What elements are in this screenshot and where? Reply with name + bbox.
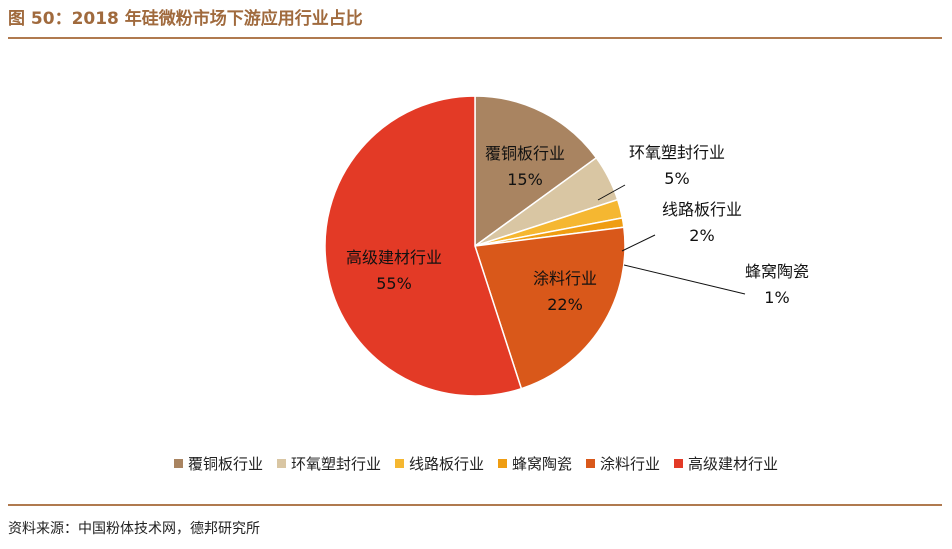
legend-label: 高级建材行业 bbox=[688, 455, 779, 473]
chart-title: 图 50：2018 年硅微粉市场下游应用行业占比 bbox=[8, 9, 363, 29]
legend-label: 覆铜板行业 bbox=[187, 455, 263, 473]
slice-category-label: 覆铜板行业 bbox=[485, 144, 565, 163]
legend-item: 线路板行业 bbox=[394, 453, 484, 474]
legend-item: 蜂窝陶瓷 bbox=[498, 453, 572, 474]
slice-value-label: 1% bbox=[764, 288, 789, 307]
slice-category-label: 涂料行业 bbox=[533, 269, 597, 288]
leader-line bbox=[623, 264, 746, 295]
legend-item: 覆铜板行业 bbox=[173, 453, 263, 474]
leader-lines bbox=[597, 184, 746, 295]
legend-label: 线路板行业 bbox=[408, 455, 484, 473]
slice-value-label: 55% bbox=[376, 274, 412, 293]
source-note: 资料来源：中国粉体技术网，德邦研究所 bbox=[8, 521, 260, 537]
slice-value-label: 15% bbox=[507, 170, 543, 189]
legend-item: 环氧塑封行业 bbox=[276, 453, 381, 474]
leader-line bbox=[597, 184, 626, 201]
pie-slice bbox=[474, 95, 598, 248]
slice-value-label: 2% bbox=[689, 226, 714, 245]
slice-value-label: 22% bbox=[547, 295, 583, 314]
pie-slices bbox=[324, 95, 626, 397]
legend-label: 蜂窝陶瓷 bbox=[512, 455, 573, 473]
slice-category-label: 线路板行业 bbox=[662, 200, 742, 219]
legend-item: 高级建材行业 bbox=[674, 453, 778, 474]
slice-category-label: 高级建材行业 bbox=[346, 248, 442, 267]
pie-slice bbox=[324, 95, 523, 397]
pie-chart: 覆铜板行业 15% 环氧塑封行业 5% 线路板行业 2% 蜂窝陶瓷 1% 涂料行业 22% 高级建材… bbox=[324, 95, 809, 397]
legend-swatch bbox=[173, 459, 183, 468]
legend-swatch bbox=[674, 459, 684, 468]
footer-divider bbox=[8, 504, 942, 506]
legend-swatch bbox=[276, 459, 286, 468]
legend-label: 环氧塑封行业 bbox=[290, 455, 381, 473]
legend-label: 涂料行业 bbox=[600, 455, 661, 473]
slice-labels: 覆铜板行业 15% 环氧塑封行业 5% 线路板行业 2% 蜂窝陶瓷 1% 涂料行业 22% 高级建材… bbox=[346, 143, 809, 314]
slice-category-label: 蜂窝陶瓷 bbox=[745, 262, 809, 281]
legend-item: 涂料行业 bbox=[586, 453, 660, 474]
legend-swatch bbox=[394, 459, 404, 468]
slice-value-label: 5% bbox=[664, 169, 689, 188]
legend-swatch bbox=[586, 459, 596, 468]
pie-slice bbox=[474, 226, 626, 390]
title-divider bbox=[8, 37, 942, 39]
legend-swatch bbox=[498, 459, 507, 468]
leader-line bbox=[621, 234, 656, 252]
slice-category-label: 环氧塑封行业 bbox=[629, 143, 725, 162]
legend: 覆铜板行业 环氧塑封行业 线路板行业 蜂窝陶瓷 涂料行业 高级建材行业 bbox=[0, 453, 952, 474]
